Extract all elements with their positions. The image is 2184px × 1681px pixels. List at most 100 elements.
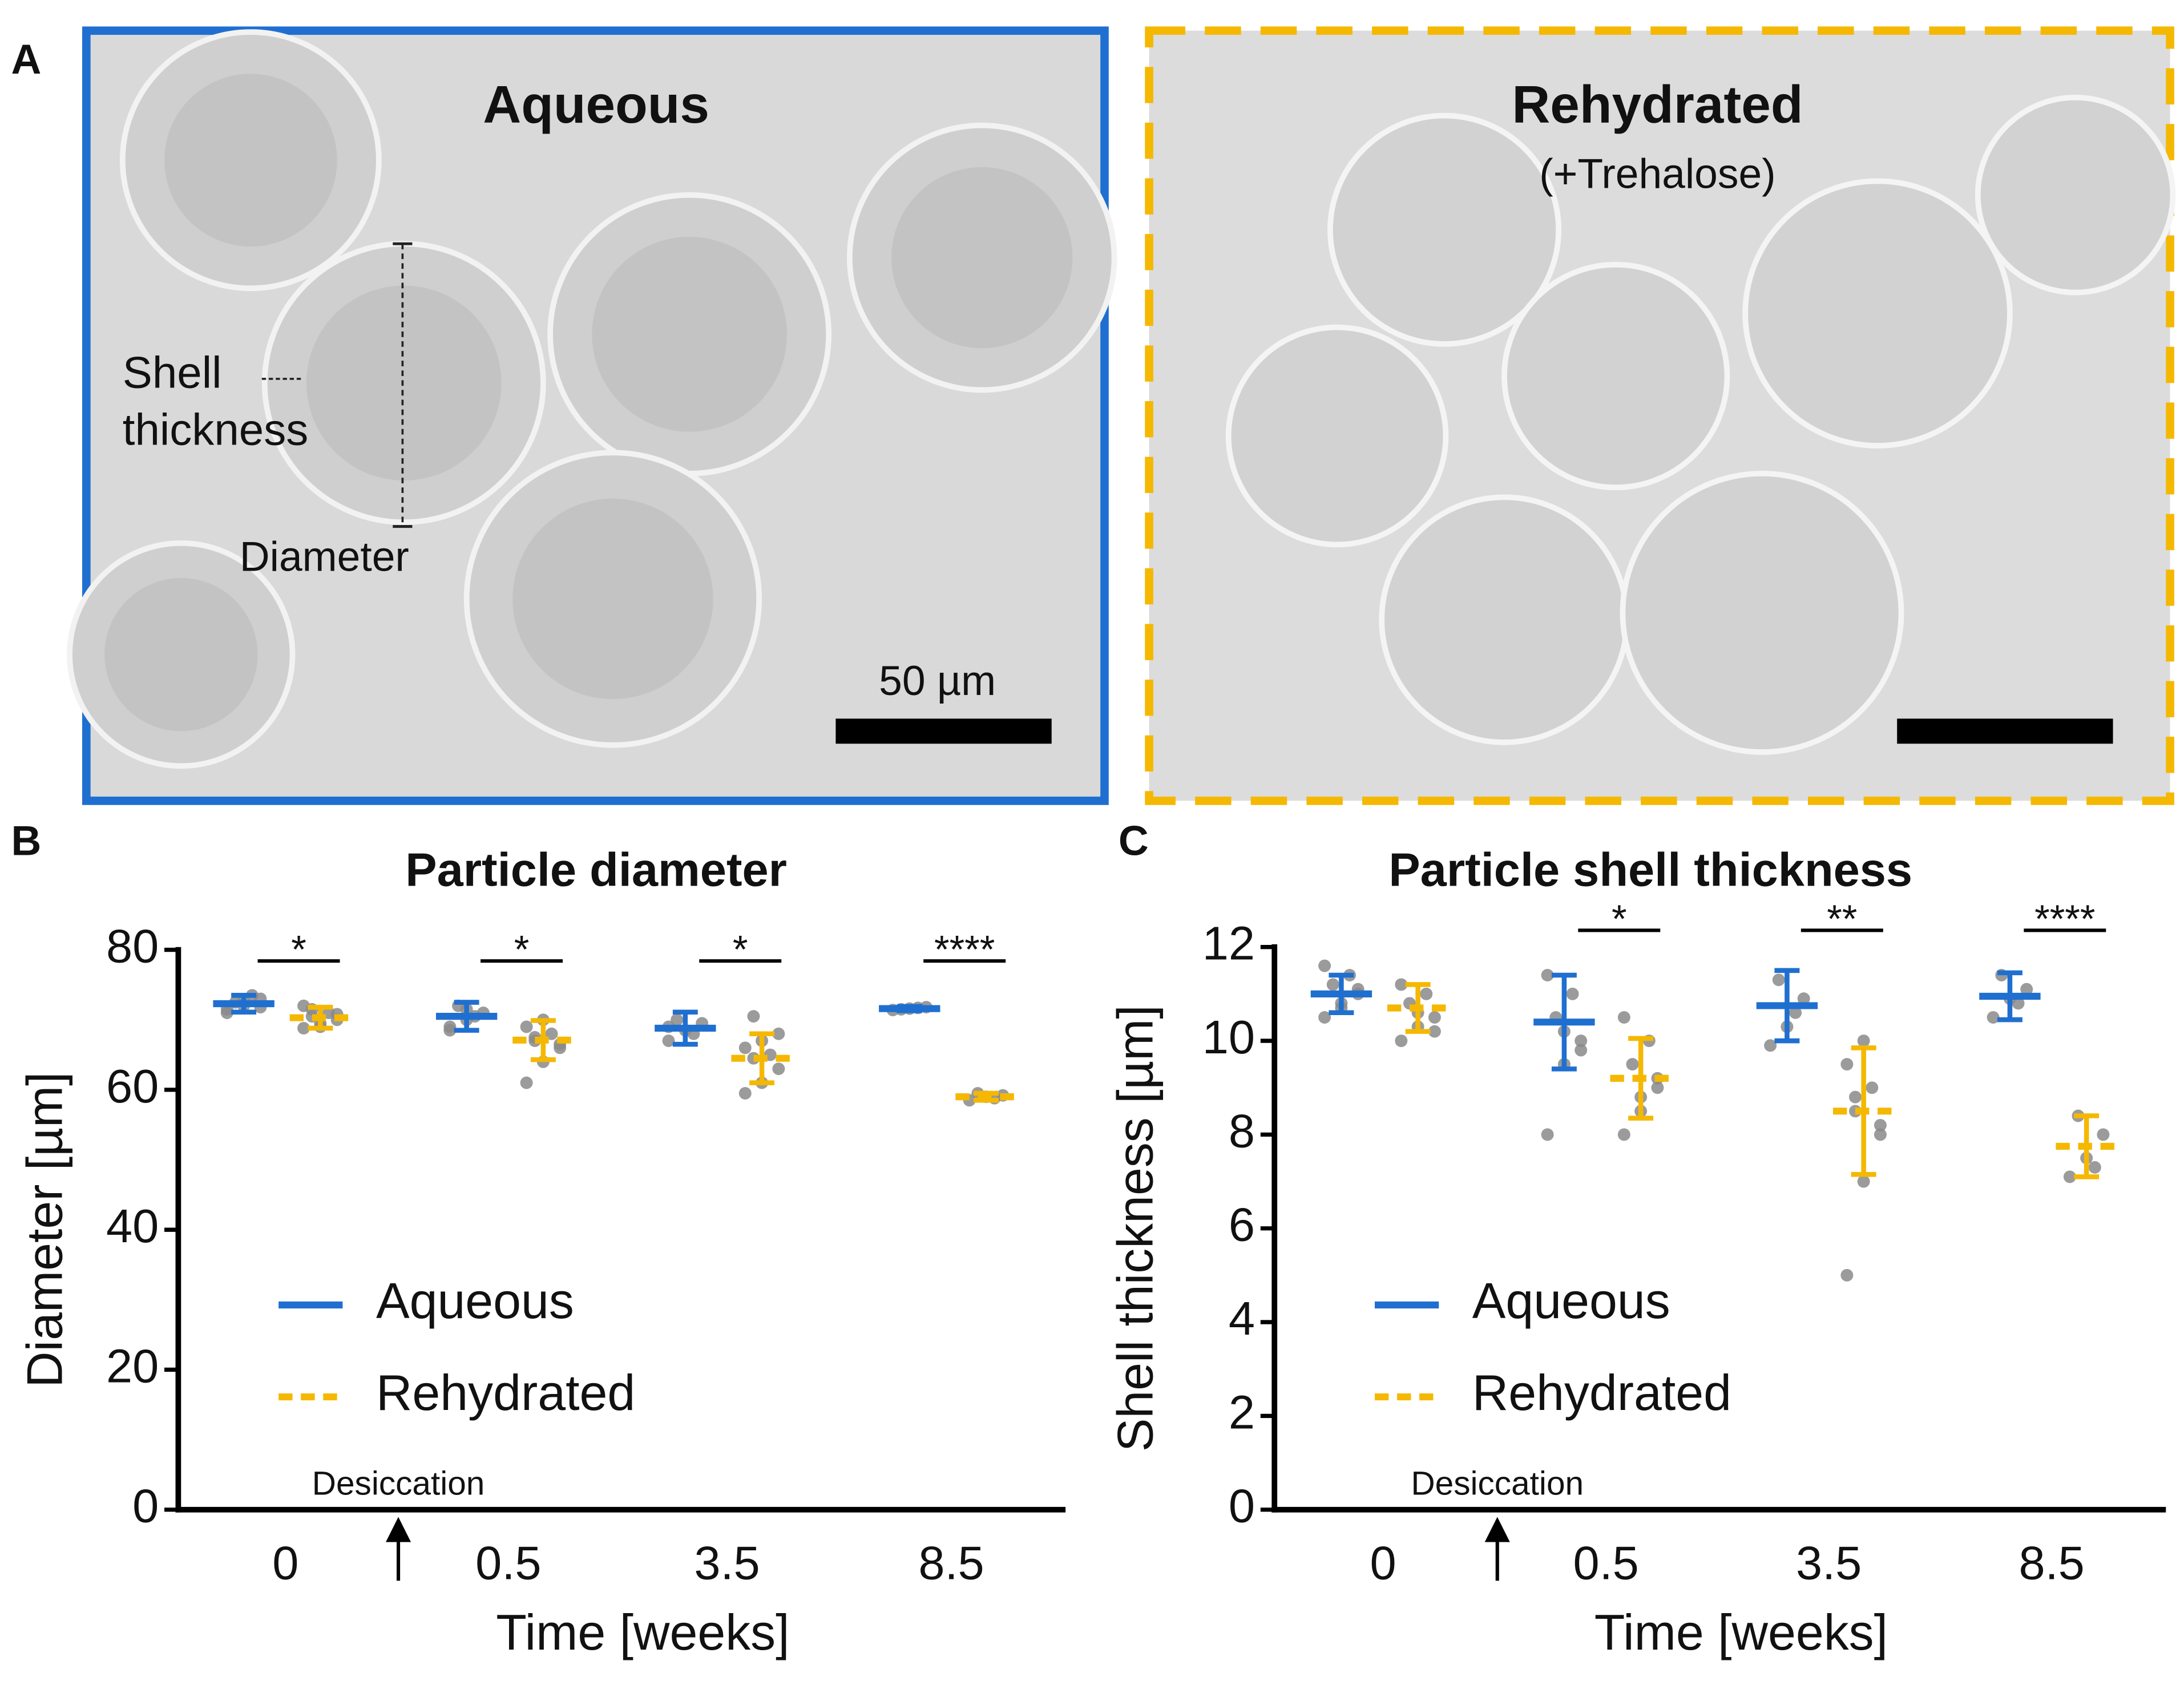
panel-title: Rehydrated bbox=[1512, 75, 1803, 134]
data-point bbox=[1395, 1035, 1408, 1048]
x-tick-label: 0 bbox=[272, 1537, 298, 1590]
data-point bbox=[1428, 1011, 1441, 1024]
data-point bbox=[2020, 983, 2033, 996]
data-point bbox=[1318, 1011, 1331, 1024]
y-tick-label: 2 bbox=[1229, 1385, 1255, 1438]
data-point bbox=[1617, 1128, 1630, 1141]
data-point bbox=[1849, 1090, 1862, 1104]
significance-label: * bbox=[291, 928, 306, 972]
significance-label: * bbox=[733, 928, 748, 972]
annotation: Desiccation bbox=[312, 1465, 485, 1502]
x-axis-label: Time [weeks] bbox=[1594, 1604, 1888, 1660]
panel-label: B bbox=[11, 817, 42, 864]
desiccation-arrow bbox=[386, 1517, 411, 1581]
data-point bbox=[1626, 1058, 1639, 1071]
significance-label: **** bbox=[934, 928, 995, 972]
panel-label: C bbox=[1119, 817, 1149, 864]
significance-label: * bbox=[514, 928, 530, 972]
data-point bbox=[1420, 987, 1433, 1000]
data-point bbox=[772, 1062, 785, 1076]
desiccation-arrow bbox=[1484, 1517, 1510, 1581]
data-point bbox=[1395, 978, 1408, 991]
significance-label: ** bbox=[1827, 898, 1857, 941]
panel-title: Aqueous bbox=[483, 75, 709, 134]
data-point bbox=[738, 1041, 752, 1054]
legend-label: Aqueous bbox=[1472, 1272, 1670, 1329]
y-tick-label: 60 bbox=[106, 1060, 159, 1113]
data-point bbox=[1857, 1035, 1870, 1048]
particle-cores bbox=[104, 74, 1073, 732]
data-point bbox=[1874, 1128, 1887, 1141]
legend-label: Aqueous bbox=[376, 1272, 574, 1329]
data-point bbox=[1566, 987, 1579, 1000]
panel-label: A bbox=[11, 36, 42, 83]
data-point bbox=[662, 1035, 675, 1048]
data-point bbox=[1541, 969, 1554, 981]
data-point bbox=[1326, 978, 1339, 991]
data-point bbox=[2088, 1161, 2101, 1174]
y-tick-label: 4 bbox=[1229, 1292, 1255, 1345]
data-point bbox=[1857, 1175, 1870, 1188]
data-point bbox=[1987, 1011, 2000, 1024]
data-point bbox=[2097, 1128, 2110, 1141]
data-point bbox=[1575, 1035, 1588, 1048]
significance-label: * bbox=[1612, 898, 1627, 941]
data-point bbox=[738, 1087, 752, 1100]
y-tick-label: 0 bbox=[132, 1480, 159, 1533]
data-point bbox=[1866, 1081, 1879, 1094]
data-point bbox=[747, 1010, 760, 1023]
x-tick-label: 3.5 bbox=[694, 1537, 760, 1590]
x-tick-label: 0.5 bbox=[1573, 1537, 1638, 1590]
scale-bar bbox=[1897, 718, 2113, 744]
y-tick-label: 20 bbox=[106, 1339, 159, 1392]
y-tick-label: 6 bbox=[1229, 1198, 1255, 1251]
data-point bbox=[1428, 1025, 1441, 1038]
chart-title: Particle shell thickness bbox=[1388, 843, 1912, 896]
data-point bbox=[297, 1021, 310, 1035]
particles bbox=[1225, 95, 2176, 755]
y-tick-label: 80 bbox=[106, 920, 159, 973]
annotation: Diameter bbox=[240, 534, 409, 580]
significance-label: **** bbox=[2034, 898, 2095, 941]
y-axis-label: Diameter [µm] bbox=[17, 1072, 73, 1387]
x-tick-label: 8.5 bbox=[918, 1537, 984, 1590]
data-point bbox=[520, 1076, 533, 1089]
chart-title: Particle diameter bbox=[405, 843, 787, 896]
data-point bbox=[1797, 992, 1810, 1005]
panel-a: A Aqueous Shell thickness Diameter 50 µm… bbox=[11, 26, 2176, 805]
data-point bbox=[1764, 1039, 1777, 1052]
y-tick-label: 10 bbox=[1202, 1011, 1255, 1064]
scale-bar-label: 50 µm bbox=[879, 657, 996, 704]
x-tick-label: 0.5 bbox=[475, 1537, 541, 1590]
x-axis-label: Time [weeks] bbox=[496, 1604, 789, 1660]
data-point bbox=[1541, 1128, 1554, 1141]
data-point bbox=[1318, 959, 1331, 972]
annotation: thickness bbox=[123, 405, 309, 455]
data-point bbox=[2063, 1170, 2076, 1183]
data-point bbox=[1651, 1081, 1664, 1094]
y-tick-label: 0 bbox=[1229, 1480, 1255, 1533]
data-point bbox=[1840, 1268, 1854, 1282]
x-tick-label: 0 bbox=[1370, 1537, 1396, 1590]
data-point bbox=[1617, 1011, 1630, 1024]
legend-label: Rehydrated bbox=[1472, 1364, 1731, 1421]
data-point bbox=[1789, 1006, 1802, 1019]
x-tick-label: 3.5 bbox=[1796, 1537, 1862, 1590]
y-tick-label: 12 bbox=[1202, 917, 1255, 970]
data-point bbox=[520, 1020, 533, 1033]
legend-label: Rehydrated bbox=[376, 1364, 635, 1421]
data-point bbox=[2012, 997, 2025, 1010]
y-tick-label: 8 bbox=[1229, 1104, 1255, 1157]
data-point bbox=[443, 1024, 457, 1037]
panel-subtitle: (+Trehalose) bbox=[1539, 150, 1775, 197]
data-point bbox=[1874, 1118, 1887, 1132]
data-point bbox=[671, 1013, 684, 1027]
scale-bar bbox=[835, 718, 1052, 744]
y-axis-label: Shell thickness [µm] bbox=[1107, 1005, 1164, 1452]
data-point bbox=[772, 1027, 785, 1040]
annotation: Shell bbox=[123, 347, 222, 398]
data-point bbox=[1772, 973, 1785, 987]
data-point bbox=[1840, 1058, 1854, 1071]
annotation: Desiccation bbox=[1411, 1465, 1584, 1502]
